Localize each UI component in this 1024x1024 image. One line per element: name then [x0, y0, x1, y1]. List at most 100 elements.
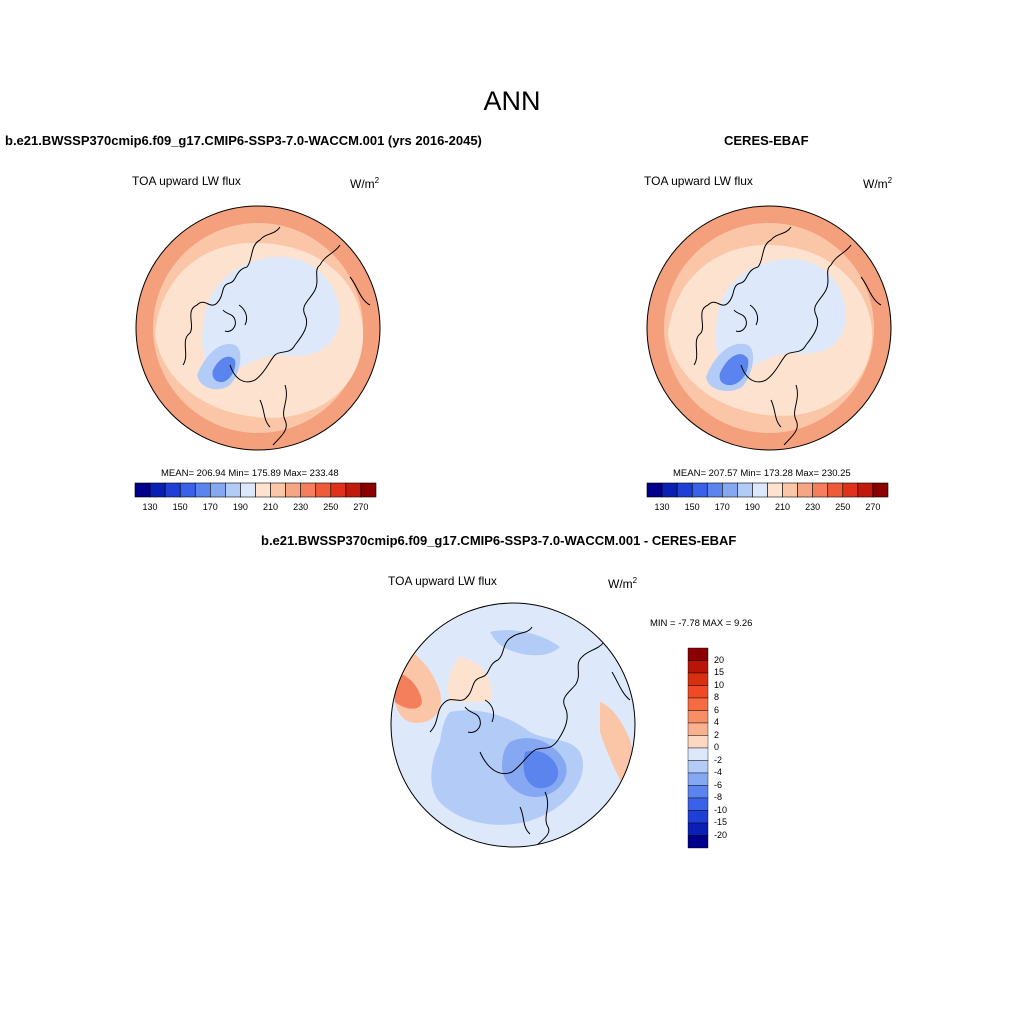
diff-hot-west — [395, 672, 422, 709]
diff-colorbar-tick-label: -20 — [714, 829, 728, 840]
obs-colorbar-swatch-5 — [722, 482, 738, 498]
obs-colorbar-tick-label: 130 — [654, 502, 670, 512]
obs-colorbar-swatch-13 — [842, 482, 859, 498]
model-units-label: W/m2 — [350, 176, 380, 191]
obs-colorbar-swatch-4 — [706, 482, 723, 498]
diff-colorbar-tick-label: 10 — [714, 679, 725, 690]
obs-colorbar-swatch-2 — [676, 482, 693, 498]
diff-colorbar-tick-label: -2 — [714, 754, 723, 765]
diff-colorbar-swatch-5 — [687, 710, 709, 724]
model-colorbar-tick-label: 250 — [323, 502, 339, 512]
diff-slight-warm — [448, 657, 492, 702]
diff-colorbar-tick-label: -15 — [714, 817, 728, 827]
arctic-zone — [202, 256, 340, 371]
model-colorbar-swatch-5 — [210, 482, 226, 498]
model-colorbar-tick-label: 210 — [263, 502, 279, 512]
diff-colorbar-tick-label: 2 — [714, 729, 720, 740]
diff-colorbar-swatch-6 — [687, 722, 709, 736]
obs-colorbar-tick-label: 210 — [775, 502, 791, 512]
diff-colorbar-swatch-7 — [687, 735, 709, 749]
obs-colorbar-swatch-6 — [737, 482, 753, 498]
model-colorbar-tick-label: 230 — [293, 502, 309, 512]
obs-stats: MEAN= 207.57 Min= 173.28 Max= 230.25 — [673, 468, 851, 479]
model-colorbar-swatch-8 — [255, 482, 271, 498]
diff-panel-title: b.e21.BWSSP370cmip6.f09_g17.CMIP6-SSP3-7… — [261, 533, 737, 548]
model-colorbar-swatch-12 — [315, 482, 332, 498]
obs-variable-label: TOA upward LW flux — [644, 174, 753, 188]
obs-colorbar-swatch-8 — [767, 482, 783, 498]
arctic-zone — [715, 258, 846, 370]
diff-colorbar-svg — [687, 647, 709, 849]
obs-colorbar-tick-label: 230 — [805, 502, 821, 512]
model-polar-map — [135, 205, 381, 451]
model-colorbar-tick-label: 270 — [353, 502, 369, 512]
model-colorbar-ticks: 130 150 170 190 210 230 250 270 — [135, 502, 376, 514]
diff-colorbar-swatch-8 — [687, 747, 709, 761]
obs-colorbar-swatch-15 — [872, 482, 889, 498]
diff-colorbar-swatch-1 — [687, 660, 709, 674]
model-colorbar-tick-label: 170 — [202, 502, 218, 512]
obs-colorbar-tick-label: 150 — [684, 502, 700, 512]
model-colorbar-tick-label: 130 — [142, 502, 158, 512]
obs-colorbar-tick-label: 270 — [865, 502, 881, 512]
diff-polar-map — [390, 602, 636, 848]
obs-colorbar-swatch-10 — [797, 482, 813, 498]
diff-colorbar-tick-label: -4 — [714, 767, 723, 777]
diff-colorbar-tick-label: -6 — [714, 779, 723, 790]
diff-colorbar-swatch-9 — [687, 760, 709, 774]
greenland-core — [212, 356, 236, 383]
map-border — [390, 602, 636, 848]
obs-colorbar — [646, 482, 889, 498]
model-colorbar-swatch-13 — [330, 482, 347, 498]
model-colorbar-swatch-11 — [300, 482, 317, 498]
diff-colorbar-swatch-13 — [687, 810, 709, 824]
obs-colorbar-swatch-3 — [691, 482, 708, 498]
model-colorbar-tick-label: 150 — [172, 502, 188, 512]
diff-colorbar-ticks: 20 15 10 8 6 4 2 0 -2 -4 -6 -8 -10 -15 -20 — [714, 648, 754, 848]
obs-polar-map — [646, 205, 892, 451]
obs-colorbar-swatch-14 — [857, 482, 874, 498]
model-colorbar-swatch-10 — [285, 482, 301, 498]
model-colorbar-swatch-4 — [194, 482, 211, 498]
model-stats: MEAN= 206.94 Min= 175.89 Max= 233.48 — [161, 468, 339, 479]
diff-colorbar-swatch-12 — [687, 797, 709, 811]
diff-colorbar-tick-label: -8 — [714, 792, 723, 802]
diff-colorbar-swatch-10 — [687, 772, 709, 786]
map-border — [135, 205, 381, 451]
obs-colorbar-swatch-1 — [661, 482, 678, 498]
diff-colorbar-tick-label: 8 — [714, 692, 720, 702]
model-colorbar-swatch-9 — [270, 482, 286, 498]
diff-colorbar-swatch-11 — [687, 785, 709, 799]
obs-colorbar-swatch-0 — [646, 482, 663, 498]
model-colorbar-svg — [134, 482, 377, 498]
model-colorbar-tick-label: 190 — [232, 502, 248, 512]
diff-colorbar-tick-label: 20 — [714, 654, 725, 665]
obs-colorbar-tick-label: 250 — [835, 502, 851, 512]
diff-variable-label: TOA upward LW flux — [388, 574, 497, 588]
main-title: ANN — [483, 86, 541, 116]
diff-colorbar-swatch-3 — [687, 685, 709, 699]
obs-colorbar-swatch-7 — [752, 482, 768, 498]
diff-colorbar-tick-label: 6 — [714, 704, 720, 715]
diff-colorbar-swatch-2 — [687, 672, 709, 686]
model-colorbar-swatch-1 — [149, 482, 166, 498]
diff-colorbar-tick-label: 4 — [714, 717, 720, 727]
model-colorbar-swatch-15 — [360, 482, 377, 498]
obs-units-label: W/m2 — [863, 176, 893, 191]
model-colorbar-swatch-14 — [345, 482, 362, 498]
model-colorbar-swatch-2 — [164, 482, 181, 498]
model-colorbar-swatch-3 — [179, 482, 196, 498]
model-panel-title: b.e21.BWSSP370cmip6.f09_g17.CMIP6-SSP3-7… — [5, 133, 482, 148]
coastlines — [693, 226, 882, 446]
obs-colorbar-swatch-12 — [827, 482, 844, 498]
diff-colorbar-swatch-0 — [687, 647, 709, 661]
model-colorbar-swatch-0 — [134, 482, 151, 498]
diff-units-label: W/m2 — [608, 576, 638, 591]
obs-colorbar-ticks: 130 150 170 190 210 230 250 270 — [647, 502, 888, 514]
model-variable-label: TOA upward LW flux — [132, 174, 241, 188]
diff-colorbar-swatch-15 — [687, 835, 709, 849]
diff-colorbar-tick-label: 0 — [714, 742, 720, 752]
diff-coolest — [523, 750, 559, 789]
model-colorbar-swatch-7 — [240, 482, 256, 498]
obs-colorbar-swatch-11 — [812, 482, 829, 498]
